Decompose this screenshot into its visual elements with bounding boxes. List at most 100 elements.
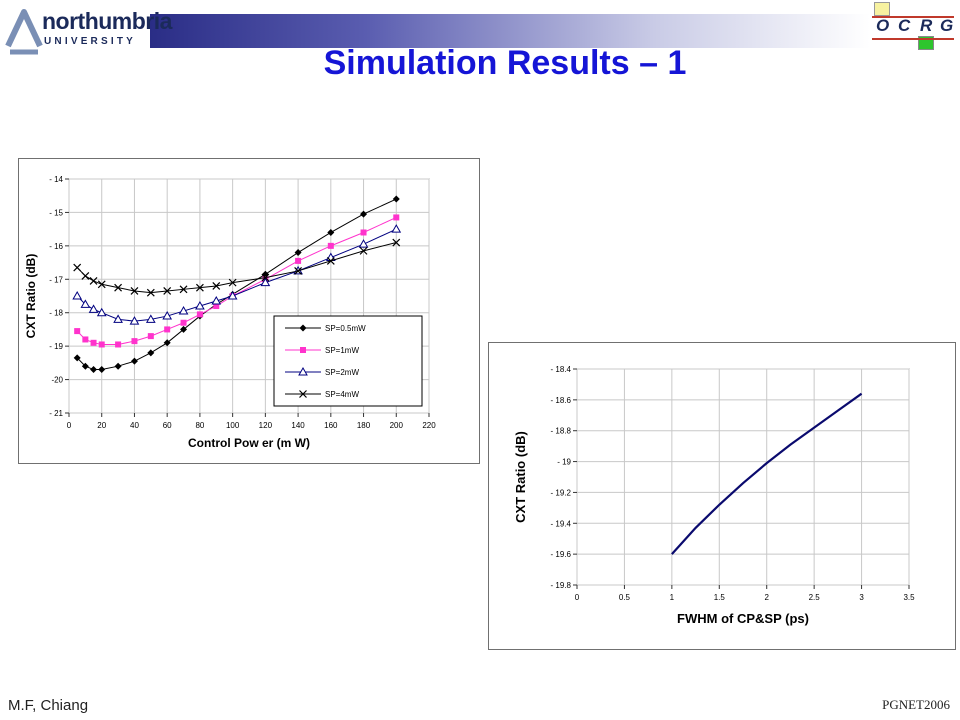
university-logo-mark-icon — [5, 9, 43, 55]
x-tick-label: 200 — [390, 421, 404, 430]
data-point — [360, 229, 367, 236]
group-logo-letter-o: O — [876, 16, 890, 35]
x-tick-label: 3 — [859, 593, 864, 602]
plot-area — [576, 368, 910, 586]
data-point — [147, 349, 155, 357]
page-title: Simulation Results – 1 — [323, 44, 687, 82]
chart-cxt-vs-fwhm: 0 0.5 1 1.5 2 2.5 3 3.5 - 18.4 - 18.6 - 18.8 - 19 - … — [488, 342, 956, 650]
data-point — [212, 282, 221, 290]
y-tick-label: - 21 — [49, 409, 63, 418]
group-logo-letter-r: R — [920, 16, 933, 35]
data-point — [294, 249, 302, 257]
series-3 — [73, 238, 401, 297]
chart-cxt-vs-control-power: 0 20 40 60 80 100 120 140 160 180 200 220 - 14 - 15 - … — [18, 158, 480, 464]
data-point — [163, 339, 171, 347]
data-point — [164, 326, 171, 333]
x-tick-label: 160 — [324, 421, 338, 430]
data-point — [131, 338, 138, 345]
y-tick-label: - 15 — [49, 208, 63, 217]
data-point — [90, 366, 98, 374]
x-tick-label: 60 — [163, 421, 172, 430]
data-point — [261, 273, 270, 282]
data-point — [98, 341, 105, 348]
data-point — [113, 314, 123, 323]
y-tick-label: - 19.2 — [551, 488, 572, 497]
series-0 — [671, 392, 863, 555]
data-point — [90, 339, 97, 346]
data-point — [392, 195, 400, 203]
legend-marker — [299, 390, 307, 398]
x-tick-label: 2.5 — [809, 593, 821, 602]
x-tick-label: 120 — [259, 421, 273, 430]
y-tick-label: - 18.4 — [551, 365, 572, 374]
legend-label: SP=2mW — [325, 368, 359, 377]
y-axis-title: CXT Ratio (dB) — [513, 431, 528, 523]
x-tick-label: 1 — [670, 593, 675, 602]
data-point — [360, 210, 368, 218]
legend: SP=0.5mW SP=1mW SP=2mW SP=4mW — [273, 315, 423, 407]
chart-1-canvas: 0 20 40 60 80 100 120 140 160 180 200 220 - 14 - 15 - … — [24, 175, 436, 450]
y-tick-label: - 19.6 — [551, 550, 572, 559]
data-point — [327, 242, 334, 249]
y-tick-label: - 19 — [557, 458, 571, 467]
x-tick-label: 0 — [67, 421, 72, 430]
data-point — [96, 307, 107, 317]
x-tick-label: 140 — [291, 421, 305, 430]
y-tick-label: - 16 — [49, 242, 63, 251]
legend-marker — [298, 366, 308, 376]
x-axis-title: FWHM of CP&SP (ps) — [677, 611, 809, 626]
university-logo-subtitle: UNIVERSITY — [44, 36, 137, 47]
data-point — [163, 287, 172, 295]
x-tick-label: 100 — [226, 421, 240, 430]
data-point — [180, 325, 188, 333]
data-point — [130, 357, 138, 365]
data-point — [98, 366, 106, 374]
data-point — [73, 354, 81, 362]
data-point — [72, 290, 83, 300]
y-tick-label: - 18.6 — [551, 396, 572, 405]
data-point — [162, 311, 173, 320]
y-tick-label: -20 — [51, 376, 63, 385]
legend-marker — [300, 347, 306, 353]
data-point — [89, 277, 98, 285]
data-point — [393, 214, 400, 221]
x-tick-label: 80 — [195, 421, 204, 430]
data-point — [88, 304, 99, 313]
data-point — [146, 288, 155, 297]
data-point — [295, 257, 302, 264]
x-tick-label: 2 — [764, 593, 769, 602]
data-point — [74, 328, 81, 335]
legend-box — [273, 315, 423, 407]
data-point — [195, 283, 204, 292]
university-logo-name: northumbria — [42, 8, 172, 34]
x-tick-label: 0.5 — [619, 593, 631, 602]
data-point — [195, 301, 205, 310]
footer-event: PGNET2006 — [882, 697, 950, 712]
x-tick-label: 1.5 — [714, 593, 726, 602]
legend-label: SP=0.5mW — [325, 324, 366, 333]
data-point — [391, 224, 402, 233]
data-point — [228, 278, 237, 287]
data-point — [73, 263, 82, 272]
x-tick-label: 0 — [575, 593, 580, 602]
x-tick-label: 220 — [422, 421, 436, 430]
data-point — [145, 314, 156, 323]
group-logo-red-lines-icon — [872, 16, 954, 40]
y-tick-label: - 18.8 — [551, 427, 572, 436]
data-point — [260, 277, 271, 287]
data-point — [179, 285, 188, 294]
data-point — [211, 296, 222, 305]
y-tick-label: - 19.8 — [551, 581, 572, 590]
x-tick-label: 3.5 — [903, 593, 915, 602]
university-logo: northumbria UNIVERSITY — [4, 2, 172, 60]
y-tick-label: - 18 — [49, 309, 63, 318]
data-point — [130, 287, 139, 295]
x-tick-label: 180 — [357, 421, 371, 430]
data-point — [178, 306, 189, 315]
legend-label: SP=1mW — [325, 346, 359, 355]
data-point — [147, 333, 154, 340]
data-point — [81, 362, 89, 370]
data-point — [326, 256, 335, 265]
data-point — [213, 303, 220, 310]
group-logo-letter-c: C — [898, 16, 911, 35]
